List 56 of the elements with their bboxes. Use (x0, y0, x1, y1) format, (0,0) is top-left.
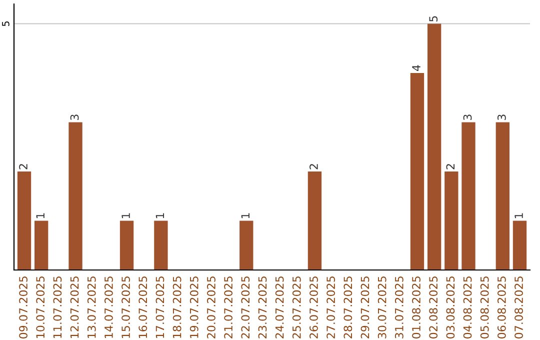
x-tick-label: 15.07.2025 (122, 276, 130, 338)
data-label: 3 (463, 114, 472, 120)
data-label: 5 (429, 16, 438, 22)
x-tick-label: 17.07.2025 (156, 276, 164, 338)
x-tick-label: 04.08.2025 (463, 276, 472, 338)
bar (34, 220, 48, 270)
x-tick-label: 02.08.2025 (429, 276, 438, 338)
x-tick-label: 14.07.2025 (104, 276, 113, 338)
x-tick-label: 10.07.2025 (36, 276, 45, 338)
bar (68, 122, 82, 270)
x-tick-label: 16.07.2025 (138, 276, 148, 338)
bar (427, 24, 442, 270)
x-tick-label: 26.07.2025 (310, 276, 318, 338)
data-label: 2 (446, 164, 454, 170)
x-tick-label: 03.08.2025 (446, 276, 455, 338)
x-tick-label: 01.08.2025 (412, 276, 420, 338)
data-label: 2 (310, 164, 318, 170)
bar (462, 122, 476, 270)
bar (444, 171, 458, 270)
x-tick-label: 09.07.2025 (19, 276, 28, 338)
bar (240, 220, 254, 270)
data-label: 2 (19, 164, 28, 170)
x-tick-label: 24.07.2025 (275, 276, 284, 338)
x-tick-label: 23.07.2025 (258, 276, 267, 338)
x-tick-label: 19.07.2025 (190, 276, 198, 338)
bar (308, 171, 322, 270)
x-tick-label: 20.07.2025 (207, 276, 216, 338)
data-label: 3 (497, 114, 506, 120)
x-tick-label: 21.07.2025 (224, 276, 233, 338)
data-label: 1 (122, 213, 130, 218)
bar (17, 171, 32, 270)
x-tick-label: 28.07.2025 (344, 276, 352, 338)
x-tick-label: 25.07.2025 (292, 276, 301, 338)
bar (410, 72, 424, 270)
x-tick-label: 29.07.2025 (360, 276, 370, 338)
x-tick-label: 11.07.2025 (53, 276, 62, 338)
x-tick-label: 18.07.2025 (172, 276, 182, 338)
x-tick-label: 12.07.2025 (70, 276, 79, 338)
x-tick-label: 27.07.2025 (326, 276, 336, 338)
bar (512, 220, 527, 270)
bar (120, 220, 134, 270)
data-label: 3 (70, 114, 79, 120)
x-tick-label: 05.08.2025 (480, 276, 489, 338)
x-tick-label: 06.08.2025 (497, 276, 506, 338)
x-tick-label: 07.08.2025 (514, 276, 523, 338)
bar (154, 220, 168, 270)
data-label: 1 (36, 213, 44, 218)
bar (496, 122, 510, 270)
x-tick-label: 13.07.2025 (87, 276, 96, 338)
data-label: 1 (514, 213, 523, 218)
data-label: 1 (241, 213, 250, 218)
x-tick-label: 22.07.2025 (241, 276, 250, 338)
x-tick-label: 31.07.2025 (394, 276, 404, 338)
data-label: 1 (156, 213, 164, 218)
data-label: 4 (412, 65, 420, 72)
x-tick-label: 30.07.2025 (378, 276, 386, 338)
